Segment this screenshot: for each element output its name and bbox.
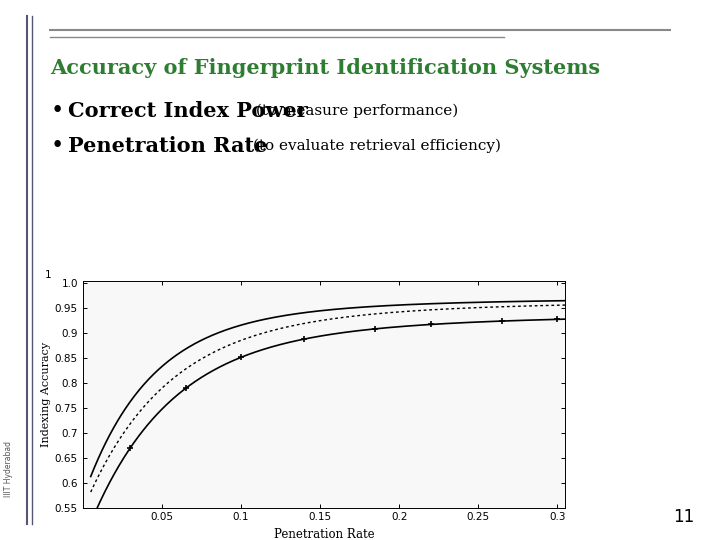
Text: (to evaluate retrieval efficiency): (to evaluate retrieval efficiency) xyxy=(248,139,501,153)
Text: Correct Index Power: Correct Index Power xyxy=(68,100,308,121)
Text: (to measure performance): (to measure performance) xyxy=(251,104,458,118)
Text: •: • xyxy=(50,135,63,157)
Text: Accuracy of Fingerprint Identification Systems: Accuracy of Fingerprint Identification S… xyxy=(50,57,600,78)
Text: Penetration Rate: Penetration Rate xyxy=(68,136,268,156)
Text: 1: 1 xyxy=(45,269,51,280)
Text: 11: 11 xyxy=(673,509,695,526)
Y-axis label: Indexing Accuracy: Indexing Accuracy xyxy=(40,342,50,447)
Text: IIIT Hyderabad: IIIT Hyderabad xyxy=(4,441,13,497)
Text: •: • xyxy=(50,100,63,122)
X-axis label: Penetration Rate: Penetration Rate xyxy=(274,528,374,540)
